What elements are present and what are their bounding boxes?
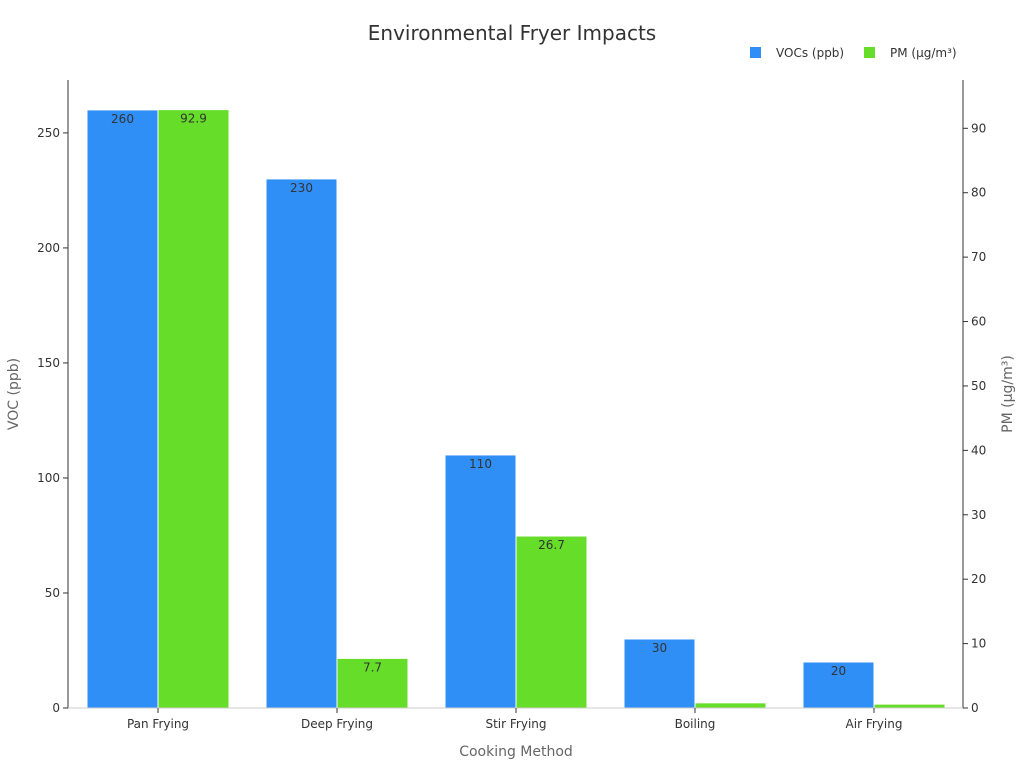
- y-axis-left-title: VOC (ppb): [6, 358, 22, 430]
- bar-voc-2: [444, 454, 517, 709]
- data-label-pm-1: 7.7: [363, 660, 382, 674]
- x-axis-category-labels: Pan Frying Deep Frying Stir Frying Boiling A…: [127, 708, 903, 731]
- y-right-tick-label-0: 0: [971, 701, 979, 715]
- data-labels-layer: 260 92.9 230 7.7 110 26.7 30 20: [111, 112, 846, 678]
- x-tick-label-2: Stir Frying: [485, 717, 546, 731]
- data-label-voc-3: 30: [652, 641, 667, 655]
- data-label-voc-2: 110: [469, 457, 492, 471]
- bar-pm-2: [515, 535, 588, 709]
- x-tick-label-4: Air Frying: [846, 717, 903, 731]
- y-right-tick-label-9: 90: [971, 121, 986, 135]
- y-right-tick-label-2: 20: [971, 572, 986, 586]
- y-left-tick-label-3: 150: [37, 356, 60, 370]
- y-right-tick-label-6: 60: [971, 315, 986, 329]
- y-right-tick-label-4: 40: [971, 443, 986, 457]
- y-left-tick-label-4: 200: [37, 241, 60, 255]
- bars-layer: [86, 109, 946, 709]
- y-left-tick-label-0: 0: [52, 701, 60, 715]
- legend-swatch-1: [864, 47, 875, 58]
- y-left-tick-label-2: 100: [37, 471, 60, 485]
- bar-pm-1: [336, 657, 409, 709]
- data-label-voc-1: 230: [290, 181, 313, 195]
- x-tick-label-0: Pan Frying: [127, 717, 189, 731]
- y-left-tick-label-5: 250: [37, 126, 60, 140]
- bar-pm-4: [873, 703, 946, 709]
- bar-pm-3: [694, 702, 767, 709]
- data-label-voc-0: 260: [111, 112, 134, 126]
- x-axis-title: Cooking Method: [459, 744, 573, 760]
- y-left-tick-label-1: 50: [45, 586, 60, 600]
- data-label-pm-0: 92.9: [180, 112, 207, 126]
- y-axis-right-ticks: 0 10 20 30 40 50 60 70 80 90: [963, 121, 986, 715]
- bar-pm-0: [157, 109, 230, 709]
- x-tick-label-1: Deep Frying: [301, 717, 373, 731]
- y-right-tick-label-3: 30: [971, 508, 986, 522]
- legend: VOCs (ppb) PM (µg/m³): [750, 46, 957, 60]
- bar-voc-1: [265, 178, 338, 709]
- bar-voc-3: [623, 638, 696, 709]
- bar-voc-4: [802, 661, 875, 709]
- y-right-tick-label-7: 70: [971, 250, 986, 264]
- data-label-pm-2: 26.7: [538, 538, 565, 552]
- x-tick-label-3: Boiling: [675, 717, 716, 731]
- data-label-voc-4: 20: [831, 664, 846, 678]
- bar-voc-0: [86, 109, 159, 709]
- y-right-tick-label-8: 80: [971, 186, 986, 200]
- legend-label-0: VOCs (ppb): [776, 46, 844, 60]
- y-right-tick-label-5: 50: [971, 379, 986, 393]
- legend-swatch-0: [750, 47, 761, 58]
- chart-title: Environmental Fryer Impacts: [368, 21, 656, 45]
- y-right-tick-label-1: 10: [971, 637, 986, 651]
- y-axis-right-title: PM (µg/m³): [1000, 355, 1016, 433]
- legend-label-1: PM (µg/m³): [890, 46, 957, 60]
- y-axis-left-ticks: 0 50 100 150 200 250: [37, 126, 68, 715]
